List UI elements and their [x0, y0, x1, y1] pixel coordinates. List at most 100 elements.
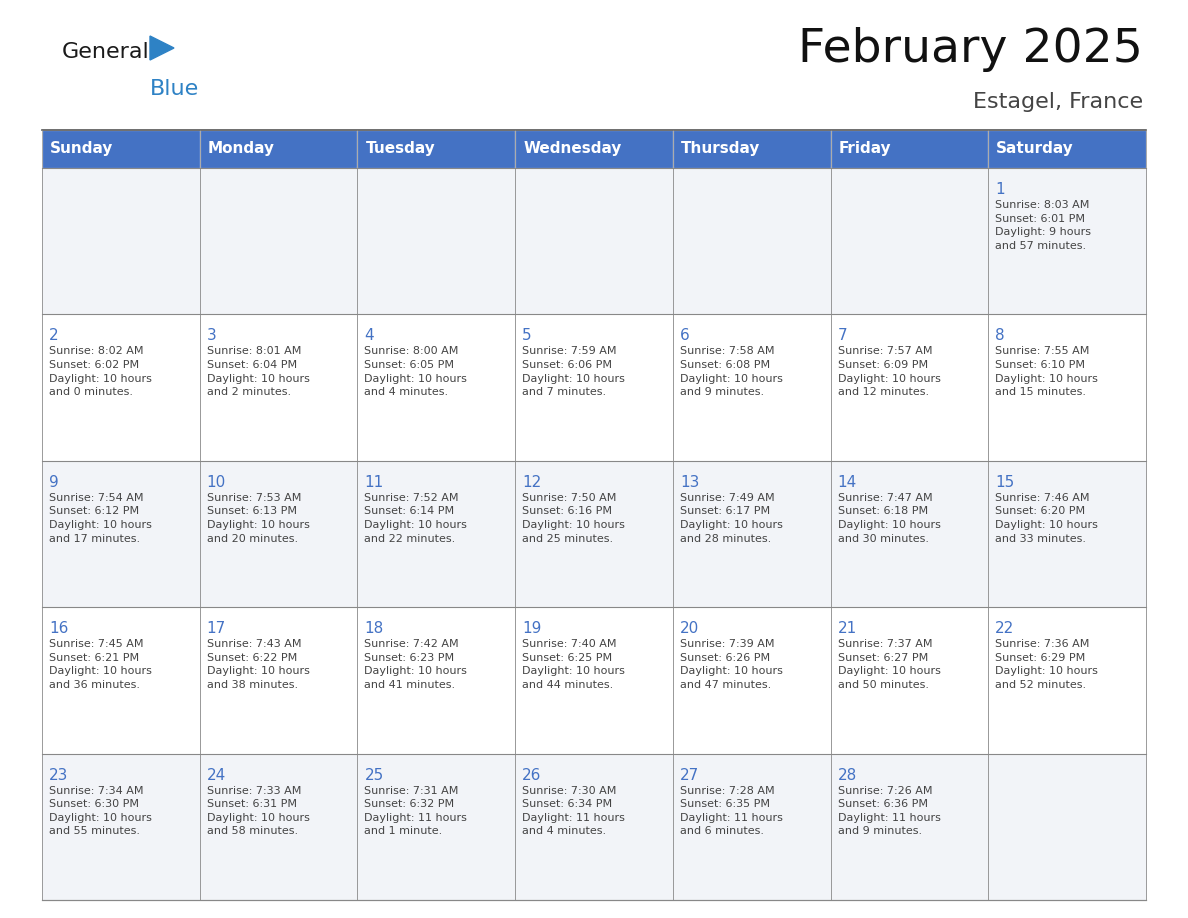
Bar	[42, 607, 200, 754]
Bar	[42, 314, 200, 461]
Bar	[358, 314, 516, 461]
Text: 9: 9	[49, 475, 58, 490]
Bar	[200, 314, 358, 461]
Text: General: General	[62, 42, 150, 62]
Text: Sunrise: 7:28 AM
Sunset: 6:35 PM
Daylight: 11 hours
and 6 minutes.: Sunrise: 7:28 AM Sunset: 6:35 PM Dayligh…	[680, 786, 783, 836]
Text: 25: 25	[365, 767, 384, 783]
Text: 1: 1	[996, 182, 1005, 197]
Text: 24: 24	[207, 767, 226, 783]
Text: Sunrise: 7:37 AM
Sunset: 6:27 PM
Daylight: 10 hours
and 50 minutes.: Sunrise: 7:37 AM Sunset: 6:27 PM Dayligh…	[838, 639, 941, 690]
Text: Sunrise: 7:33 AM
Sunset: 6:31 PM
Daylight: 10 hours
and 58 minutes.: Sunrise: 7:33 AM Sunset: 6:31 PM Dayligh…	[207, 786, 310, 836]
Text: Sunrise: 7:46 AM
Sunset: 6:20 PM
Daylight: 10 hours
and 33 minutes.: Sunrise: 7:46 AM Sunset: 6:20 PM Dayligh…	[996, 493, 1098, 543]
Bar	[42, 168, 200, 314]
Text: 12: 12	[523, 475, 542, 490]
Polygon shape	[150, 36, 173, 60]
Text: Thursday: Thursday	[681, 141, 760, 156]
Text: Sunrise: 7:52 AM
Sunset: 6:14 PM
Daylight: 10 hours
and 22 minutes.: Sunrise: 7:52 AM Sunset: 6:14 PM Dayligh…	[365, 493, 467, 543]
Text: Monday: Monday	[208, 141, 274, 156]
Bar	[200, 607, 358, 754]
Bar	[672, 168, 830, 314]
Text: Sunrise: 7:42 AM
Sunset: 6:23 PM
Daylight: 10 hours
and 41 minutes.: Sunrise: 7:42 AM Sunset: 6:23 PM Dayligh…	[365, 639, 467, 690]
Text: Sunrise: 7:40 AM
Sunset: 6:25 PM
Daylight: 10 hours
and 44 minutes.: Sunrise: 7:40 AM Sunset: 6:25 PM Dayligh…	[523, 639, 625, 690]
Text: Blue: Blue	[150, 79, 200, 99]
Bar	[988, 461, 1146, 607]
Text: 8: 8	[996, 329, 1005, 343]
Bar	[358, 607, 516, 754]
Text: 2: 2	[49, 329, 58, 343]
Bar	[988, 168, 1146, 314]
Bar	[516, 607, 672, 754]
Bar	[358, 754, 516, 900]
Bar	[672, 461, 830, 607]
Bar	[42, 461, 200, 607]
Bar	[830, 607, 988, 754]
Text: 10: 10	[207, 475, 226, 490]
Text: 23: 23	[49, 767, 69, 783]
Text: Sunrise: 7:49 AM
Sunset: 6:17 PM
Daylight: 10 hours
and 28 minutes.: Sunrise: 7:49 AM Sunset: 6:17 PM Dayligh…	[680, 493, 783, 543]
Bar	[200, 461, 358, 607]
Text: 18: 18	[365, 621, 384, 636]
Text: Friday: Friday	[839, 141, 891, 156]
Text: Sunday: Sunday	[50, 141, 113, 156]
Bar	[672, 130, 830, 168]
Bar	[830, 754, 988, 900]
Bar	[672, 314, 830, 461]
Text: Tuesday: Tuesday	[366, 141, 435, 156]
Text: 20: 20	[680, 621, 699, 636]
Bar	[988, 607, 1146, 754]
Text: 6: 6	[680, 329, 689, 343]
Text: Sunrise: 8:01 AM
Sunset: 6:04 PM
Daylight: 10 hours
and 2 minutes.: Sunrise: 8:01 AM Sunset: 6:04 PM Dayligh…	[207, 346, 310, 397]
Bar	[516, 461, 672, 607]
Bar	[200, 168, 358, 314]
Text: Sunrise: 7:55 AM
Sunset: 6:10 PM
Daylight: 10 hours
and 15 minutes.: Sunrise: 7:55 AM Sunset: 6:10 PM Dayligh…	[996, 346, 1098, 397]
Bar	[988, 130, 1146, 168]
Text: Sunrise: 8:00 AM
Sunset: 6:05 PM
Daylight: 10 hours
and 4 minutes.: Sunrise: 8:00 AM Sunset: 6:05 PM Dayligh…	[365, 346, 467, 397]
Text: Sunrise: 7:31 AM
Sunset: 6:32 PM
Daylight: 11 hours
and 1 minute.: Sunrise: 7:31 AM Sunset: 6:32 PM Dayligh…	[365, 786, 467, 836]
Bar	[830, 130, 988, 168]
Text: 28: 28	[838, 767, 857, 783]
Text: Sunrise: 7:47 AM
Sunset: 6:18 PM
Daylight: 10 hours
and 30 minutes.: Sunrise: 7:47 AM Sunset: 6:18 PM Dayligh…	[838, 493, 941, 543]
Bar	[830, 168, 988, 314]
Bar	[358, 130, 516, 168]
Text: Estagel, France: Estagel, France	[973, 92, 1143, 112]
Text: Wednesday: Wednesday	[523, 141, 621, 156]
Bar	[516, 130, 672, 168]
Text: 11: 11	[365, 475, 384, 490]
Text: Sunrise: 7:53 AM
Sunset: 6:13 PM
Daylight: 10 hours
and 20 minutes.: Sunrise: 7:53 AM Sunset: 6:13 PM Dayligh…	[207, 493, 310, 543]
Text: 27: 27	[680, 767, 699, 783]
Bar	[358, 461, 516, 607]
Text: 19: 19	[523, 621, 542, 636]
Bar	[830, 314, 988, 461]
Text: Sunrise: 7:57 AM
Sunset: 6:09 PM
Daylight: 10 hours
and 12 minutes.: Sunrise: 7:57 AM Sunset: 6:09 PM Dayligh…	[838, 346, 941, 397]
Text: 22: 22	[996, 621, 1015, 636]
Text: 7: 7	[838, 329, 847, 343]
Text: Sunrise: 7:43 AM
Sunset: 6:22 PM
Daylight: 10 hours
and 38 minutes.: Sunrise: 7:43 AM Sunset: 6:22 PM Dayligh…	[207, 639, 310, 690]
Text: 3: 3	[207, 329, 216, 343]
Text: 17: 17	[207, 621, 226, 636]
Text: 21: 21	[838, 621, 857, 636]
Bar	[42, 130, 200, 168]
Text: Sunrise: 7:34 AM
Sunset: 6:30 PM
Daylight: 10 hours
and 55 minutes.: Sunrise: 7:34 AM Sunset: 6:30 PM Dayligh…	[49, 786, 152, 836]
Text: Saturday: Saturday	[997, 141, 1074, 156]
Bar	[516, 168, 672, 314]
Bar	[672, 754, 830, 900]
Text: Sunrise: 7:50 AM
Sunset: 6:16 PM
Daylight: 10 hours
and 25 minutes.: Sunrise: 7:50 AM Sunset: 6:16 PM Dayligh…	[523, 493, 625, 543]
Text: Sunrise: 7:30 AM
Sunset: 6:34 PM
Daylight: 11 hours
and 4 minutes.: Sunrise: 7:30 AM Sunset: 6:34 PM Dayligh…	[523, 786, 625, 836]
Text: Sunrise: 8:02 AM
Sunset: 6:02 PM
Daylight: 10 hours
and 0 minutes.: Sunrise: 8:02 AM Sunset: 6:02 PM Dayligh…	[49, 346, 152, 397]
Text: Sunrise: 7:59 AM
Sunset: 6:06 PM
Daylight: 10 hours
and 7 minutes.: Sunrise: 7:59 AM Sunset: 6:06 PM Dayligh…	[523, 346, 625, 397]
Text: Sunrise: 7:26 AM
Sunset: 6:36 PM
Daylight: 11 hours
and 9 minutes.: Sunrise: 7:26 AM Sunset: 6:36 PM Dayligh…	[838, 786, 941, 836]
Text: 4: 4	[365, 329, 374, 343]
Text: 16: 16	[49, 621, 69, 636]
Bar	[200, 754, 358, 900]
Bar	[672, 607, 830, 754]
Text: 5: 5	[523, 329, 532, 343]
Text: 15: 15	[996, 475, 1015, 490]
Text: 13: 13	[680, 475, 700, 490]
Bar	[516, 314, 672, 461]
Bar	[516, 754, 672, 900]
Text: Sunrise: 7:36 AM
Sunset: 6:29 PM
Daylight: 10 hours
and 52 minutes.: Sunrise: 7:36 AM Sunset: 6:29 PM Dayligh…	[996, 639, 1098, 690]
Text: Sunrise: 7:39 AM
Sunset: 6:26 PM
Daylight: 10 hours
and 47 minutes.: Sunrise: 7:39 AM Sunset: 6:26 PM Dayligh…	[680, 639, 783, 690]
Text: 14: 14	[838, 475, 857, 490]
Text: Sunrise: 7:54 AM
Sunset: 6:12 PM
Daylight: 10 hours
and 17 minutes.: Sunrise: 7:54 AM Sunset: 6:12 PM Dayligh…	[49, 493, 152, 543]
Bar	[830, 461, 988, 607]
